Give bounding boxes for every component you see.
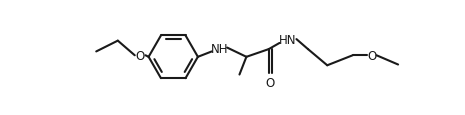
Text: O: O	[135, 49, 145, 62]
Text: O: O	[266, 76, 275, 89]
Text: O: O	[367, 49, 377, 62]
Text: HN: HN	[279, 34, 296, 47]
Text: NH: NH	[211, 42, 228, 55]
